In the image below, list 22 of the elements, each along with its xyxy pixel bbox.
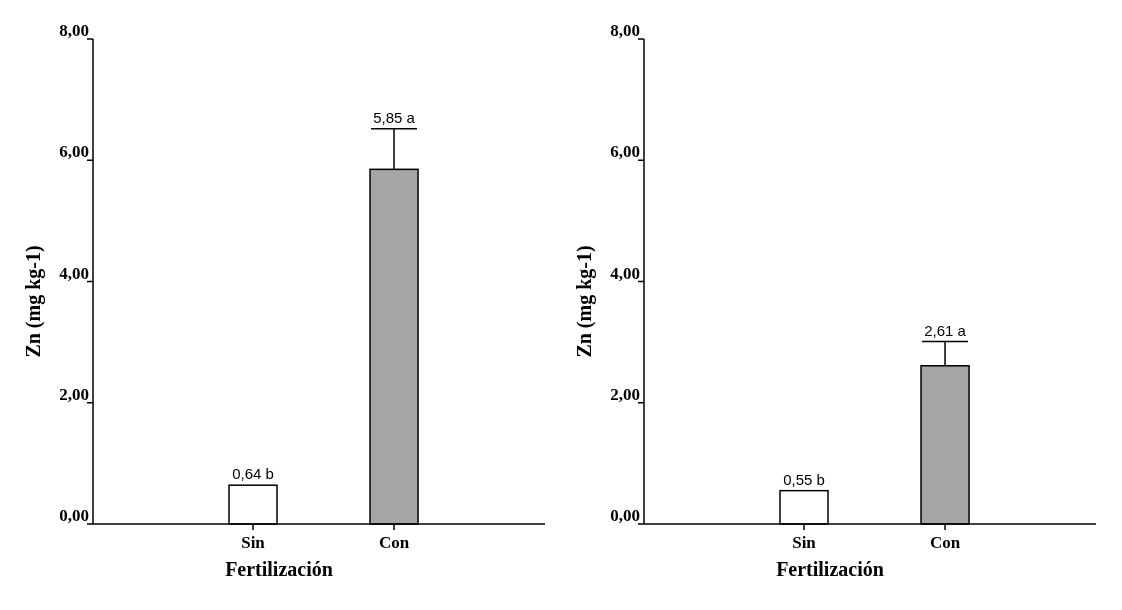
y-axis-title: Zn (mg kg-1) bbox=[573, 245, 596, 358]
y-tick-label: 8,00 bbox=[59, 21, 89, 40]
data-label: 5,85 a bbox=[373, 108, 416, 126]
y-axis-title: Zn (mg kg-1) bbox=[22, 245, 45, 358]
y-tick-label: 6,00 bbox=[59, 142, 89, 162]
data-label: 0,55 b bbox=[783, 470, 825, 488]
y-tick-label: 0,00 bbox=[59, 506, 89, 525]
data-label: 2,61 a bbox=[924, 321, 967, 339]
data-label: 0,64 b bbox=[232, 465, 274, 483]
y-tick-label: 2,00 bbox=[59, 384, 89, 404]
y-tick-label: 8,00 bbox=[610, 21, 640, 40]
x-tick-label: Sin bbox=[241, 533, 266, 552]
y-tick-label: 0,00 bbox=[610, 506, 640, 525]
x-axis-title: Fertilización bbox=[776, 558, 884, 580]
y-tick-label: 4,00 bbox=[59, 263, 89, 283]
x-axis-title: Fertilización bbox=[225, 558, 333, 580]
y-tick-label: 2,00 bbox=[610, 384, 640, 404]
y-tick-label: 6,00 bbox=[610, 142, 640, 162]
x-tick-label: Con bbox=[929, 533, 961, 552]
y-tick-label: 4,00 bbox=[610, 263, 640, 283]
x-tick-label: Con bbox=[378, 533, 410, 552]
x-tick-label: Sin bbox=[792, 533, 817, 552]
